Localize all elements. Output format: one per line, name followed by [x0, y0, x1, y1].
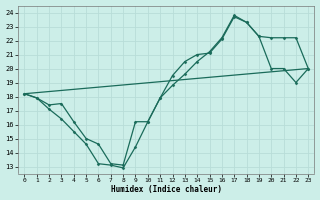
X-axis label: Humidex (Indice chaleur): Humidex (Indice chaleur): [111, 185, 222, 194]
